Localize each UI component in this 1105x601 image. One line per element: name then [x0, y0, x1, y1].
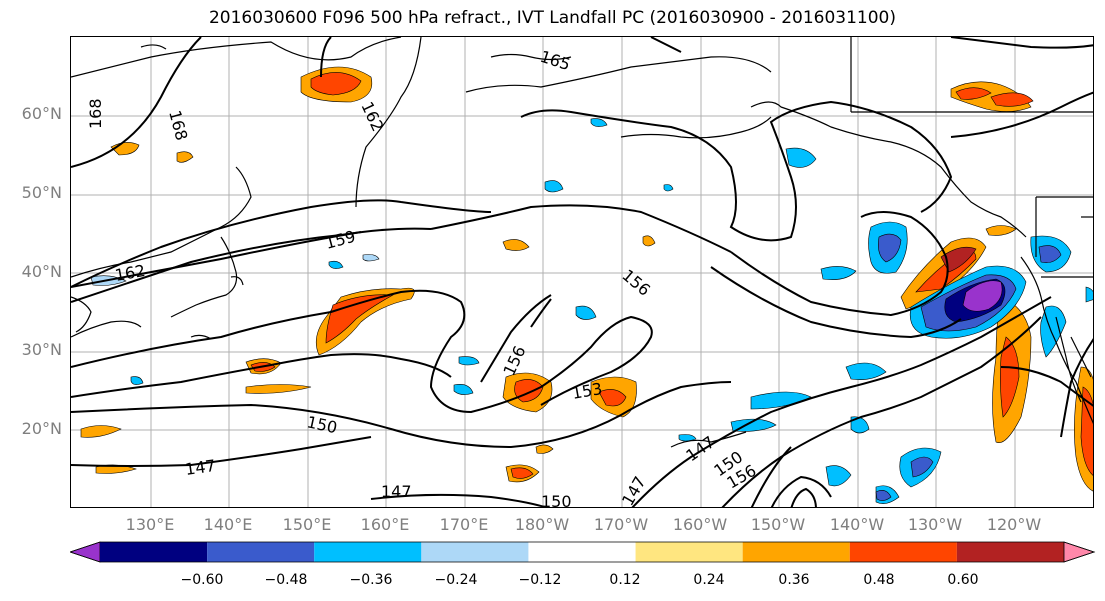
- contour-label: 159: [323, 227, 357, 253]
- lon-label-170w: 170°W: [593, 515, 649, 534]
- contour-label: 156: [618, 266, 654, 300]
- colorbar-extend-min: [70, 541, 101, 563]
- colorbar-segment: [314, 542, 422, 562]
- lat-label-50n: 50°N: [21, 183, 62, 202]
- contour-label: 168: [165, 108, 191, 142]
- lon-label-140e: 140°E: [203, 515, 253, 534]
- colorbar-tick-label: −0.60: [180, 572, 224, 588]
- colorbar-tick-label: −0.12: [518, 572, 562, 588]
- contour-label: 147: [381, 482, 412, 501]
- colorbar-segment: [742, 542, 850, 562]
- colorbar-segment: [635, 542, 743, 562]
- lon-label-160w: 160°W: [672, 515, 728, 534]
- lon-label-180w: 180°W: [514, 515, 570, 534]
- ivt-shading: [80, 66, 1093, 504]
- contour-label: 150: [541, 492, 572, 508]
- lon-label-150w: 150°W: [750, 515, 806, 534]
- colorbar-outline: [70, 541, 1096, 563]
- contour-label: 162: [113, 261, 146, 285]
- colorbar-tick-label: 0.24: [693, 572, 725, 588]
- contour-label: 162: [357, 99, 387, 135]
- lon-label-150e: 150°E: [282, 515, 332, 534]
- lon-label-120w: 120°W: [986, 515, 1042, 534]
- colorbar-segment: [100, 542, 208, 562]
- colorbar-segment: [528, 542, 636, 562]
- colorbar-extend-max: [1063, 541, 1096, 563]
- colorbar-tick-label: 0.60: [947, 572, 979, 588]
- colorbar-segment: [849, 542, 957, 562]
- lon-label-160e: 160°E: [360, 515, 410, 534]
- lat-label-20n: 20°N: [21, 419, 62, 438]
- lat-label-30n: 30°N: [21, 340, 62, 359]
- colorbar-tick-label: −0.36: [349, 572, 393, 588]
- refractivity-contours: [71, 37, 1093, 507]
- colorbar-tick-label: −0.48: [264, 572, 308, 588]
- colorbar-segment: [207, 542, 315, 562]
- lon-label-130w: 130°W: [907, 515, 963, 534]
- contour-label: 168: [86, 98, 105, 129]
- colorbar-tick-label: 0.36: [778, 572, 810, 588]
- lat-label-40n: 40°N: [21, 262, 62, 281]
- lon-label-170e: 170°E: [439, 515, 489, 534]
- colorbar-segment: [421, 542, 529, 562]
- colorbar-tick-label: 0.48: [863, 572, 895, 588]
- contour-label: 147: [184, 456, 217, 479]
- lon-label-130e: 130°E: [125, 515, 175, 534]
- gridlines: [71, 37, 1093, 507]
- colorbar: [70, 541, 1096, 563]
- lat-label-60n: 60°N: [21, 104, 62, 123]
- colorbar-tick-label: 0.12: [609, 572, 641, 588]
- colorbar-segment: [956, 542, 1064, 562]
- map-panel: 165 168 168 162 159 162 156 156 153 150 …: [70, 36, 1094, 508]
- contour-label: 147: [618, 473, 650, 508]
- lon-label-140w: 140°W: [829, 515, 885, 534]
- map-svg: 165 168 168 162 159 162 156 156 153 150 …: [71, 37, 1093, 508]
- colorbar-tick-label: −0.24: [434, 572, 478, 588]
- map-title: 2016030600 F096 500 hPa refract., IVT La…: [208, 8, 896, 28]
